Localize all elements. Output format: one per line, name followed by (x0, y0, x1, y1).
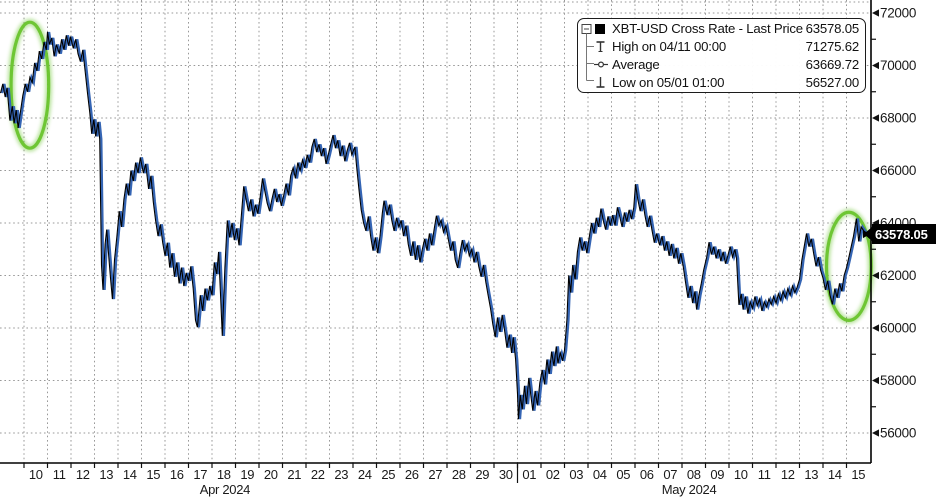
svg-text:26: 26 (405, 467, 419, 482)
series-swatch-icon (594, 22, 612, 35)
y-axis-labels: 7200070000680006600064000620006000058000… (871, 6, 916, 441)
month-label: May 2024 (662, 482, 717, 497)
apr-10-11-rally-circle (9, 20, 51, 150)
legend-low-label: Low on 05/01 01:00 (612, 74, 725, 90)
svg-text:29: 29 (475, 467, 489, 482)
svg-text:56000: 56000 (880, 426, 916, 441)
svg-text:72000: 72000 (880, 6, 916, 21)
low-marker-icon (594, 76, 612, 89)
svg-text:10: 10 (734, 467, 748, 482)
last-price-badge: 63578.05 (864, 224, 936, 245)
legend-low-value: 56527.00 (805, 74, 860, 90)
svg-text:14: 14 (828, 467, 842, 482)
legend-row-low[interactable]: Low on 05/01 01:00 56527.00 (594, 74, 859, 91)
svg-text:68000: 68000 (880, 111, 916, 126)
svg-text:11: 11 (758, 467, 771, 482)
svg-text:58000: 58000 (880, 373, 916, 388)
svg-text:70000: 70000 (880, 58, 916, 73)
svg-text:20: 20 (264, 467, 278, 482)
svg-text:15: 15 (851, 467, 865, 482)
svg-text:23: 23 (334, 467, 348, 482)
average-marker-icon (594, 58, 612, 71)
svg-text:15: 15 (146, 467, 160, 482)
svg-text:14: 14 (123, 467, 137, 482)
svg-text:07: 07 (663, 467, 677, 482)
svg-text:13: 13 (804, 467, 818, 482)
high-marker-icon (594, 40, 612, 53)
svg-text:16: 16 (170, 467, 184, 482)
svg-text:01: 01 (522, 467, 536, 482)
legend-high-label: High on 04/11 00:00 (612, 39, 727, 55)
svg-text:28: 28 (452, 467, 466, 482)
svg-text:10: 10 (29, 467, 43, 482)
svg-text:17: 17 (193, 467, 207, 482)
svg-text:60000: 60000 (880, 321, 916, 336)
svg-text:62000: 62000 (880, 268, 916, 283)
svg-text:22: 22 (311, 467, 325, 482)
svg-text:66000: 66000 (880, 163, 916, 178)
svg-text:02: 02 (546, 467, 560, 482)
svg-text:19: 19 (240, 467, 254, 482)
svg-text:12: 12 (781, 467, 795, 482)
legend-high-value: 71275.62 (805, 39, 860, 55)
svg-text:06: 06 (640, 467, 654, 482)
legend-series-label: XBT-USD Cross Rate - Last Price (612, 21, 803, 37)
legend-tree-lines (581, 24, 594, 81)
svg-text:27: 27 (428, 467, 442, 482)
svg-text:25: 25 (381, 467, 395, 482)
svg-text:04: 04 (593, 467, 607, 482)
svg-text:03: 03 (569, 467, 583, 482)
price-line (0, 31, 867, 420)
legend-last-price-value: 63578.05 (805, 21, 860, 37)
legend-row-high[interactable]: High on 04/11 00:00 71275.62 (594, 38, 859, 55)
legend-average-value: 63669.72 (805, 56, 860, 72)
svg-text:30: 30 (499, 467, 513, 482)
svg-text:24: 24 (358, 467, 372, 482)
svg-text:05: 05 (616, 467, 630, 482)
chart-legend[interactable]: XBT-USD Cross Rate - Last Price 63578.05… (577, 18, 866, 93)
svg-text:21: 21 (287, 467, 301, 482)
legend-row-average[interactable]: Average 63669.72 (594, 56, 859, 73)
svg-text:09: 09 (710, 467, 724, 482)
svg-text:13: 13 (99, 467, 113, 482)
legend-row-last-price[interactable]: XBT-USD Cross Rate - Last Price 63578.05 (594, 20, 859, 37)
legend-average-label: Average (612, 56, 660, 72)
svg-text:18: 18 (217, 467, 231, 482)
x-axis-labels: 10 11 12 13 14 15 16 17 18 19 20 21 22 23 24 25 26 27 28 29… (23, 463, 866, 497)
svg-text:08: 08 (687, 467, 701, 482)
svg-text:12: 12 (76, 467, 90, 482)
svg-text:11: 11 (53, 467, 66, 482)
month-label: Apr 2024 (200, 482, 250, 497)
